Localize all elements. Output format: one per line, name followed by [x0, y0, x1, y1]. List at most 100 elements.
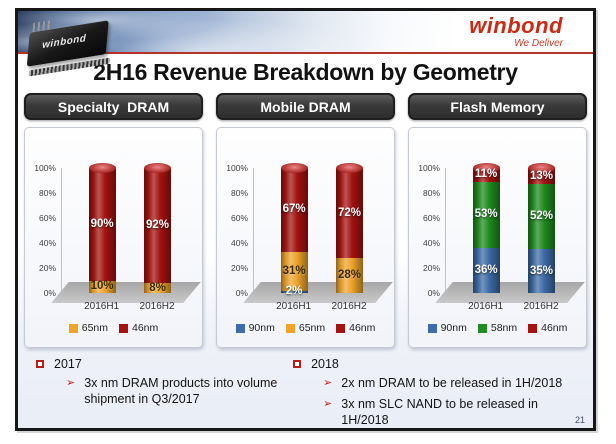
note-item-text: 3x nm SLC NAND to be released in 1H/2018 [341, 396, 538, 427]
winbond-logo: winbond [469, 13, 563, 38]
legend-swatch [427, 323, 437, 333]
segment-value-label: 2% [285, 285, 303, 297]
y-tick-label: 60% [230, 213, 248, 223]
segment-value-label: 10% [90, 280, 114, 292]
legend-label: 90nm [248, 322, 275, 334]
legend-label: 65nm [81, 322, 108, 334]
note-2017: 2017 ➢ 3x nm DRAM products into volume shi… [36, 357, 293, 408]
y-tick-label: 20% [38, 263, 56, 273]
note-2018: 2018 ➢ 2x nm DRAM to be released in 1H/201… [293, 357, 583, 428]
segment-value-label: 35% [530, 264, 554, 277]
brand-tagline: We Deliver [514, 38, 563, 49]
plot-area: 2% 31% 67% 28% 72% [243, 163, 393, 303]
chart-area: 100% 80% 60% 40% 20% 0% 36% 53% 11% 35% 52% 13% [409, 163, 586, 303]
bar-segment-58nm [472, 181, 500, 248]
y-tick-label: 100% [34, 163, 56, 173]
note-item-text: 2x nm DRAM to be released in 1H/2018 [341, 376, 563, 390]
y-tick-label: 40% [38, 238, 56, 248]
year-row: 2018 [293, 357, 583, 371]
cylinder-top [144, 163, 172, 173]
legend-item: 46nm [336, 322, 375, 334]
cylinder-top [528, 163, 556, 173]
segment-value-label: 92% [146, 218, 170, 231]
y-tick-label: 0% [43, 288, 56, 298]
segment-value-label: 36% [474, 263, 498, 276]
bar-segment-65nm [144, 283, 172, 293]
plot-area: 10% 90% 8% 92% [51, 163, 201, 303]
category-label: 2016H2 [331, 301, 367, 312]
stacked-bar-2016H1: 10% 90% [88, 163, 116, 293]
category-labels: 2016H1 2016H2 [62, 301, 194, 314]
category-label: 2016H1 [468, 301, 504, 312]
legend-swatch [235, 323, 245, 333]
legend-item: 58nm [477, 322, 518, 334]
stacked-bar-2016H2: 28% 72% [336, 163, 364, 293]
segment-value-label: 52% [530, 210, 554, 222]
plot-area: 36% 53% 11% 35% 52% 13% [435, 163, 585, 303]
note-item: ➢ 3x nm SLC NAND to be released in 1H/201… [323, 396, 583, 429]
y-tick-label: 40% [230, 238, 248, 248]
bar-segment-90nm [528, 249, 556, 293]
category-label: 2016H1 [84, 301, 120, 312]
brand-block: winbond We Deliver [469, 13, 563, 50]
legend: 90nm 65nm 46nm [217, 322, 394, 334]
y-axis: 100% 80% 60% 40% 20% 0% [217, 163, 253, 298]
arrow-bullet-icon: ➢ [323, 377, 333, 389]
legend-label: 58nm [490, 322, 518, 334]
arrow-bullet-icon: ➢ [323, 397, 333, 410]
note-year: 2018 [311, 357, 339, 371]
category-label: 2016H2 [139, 301, 175, 312]
checkbox-bullet-icon [293, 360, 302, 368]
cylinder-top [88, 163, 116, 173]
y-tick-label: 80% [422, 188, 440, 198]
legend-label: 46nm [541, 322, 568, 334]
header-banner: winbond We Deliver [18, 11, 593, 54]
stacked-bar-2016H2: 8% 92% [144, 163, 172, 293]
legend: 90nm 58nm 46nm [409, 322, 586, 334]
legend-swatch [336, 323, 346, 333]
legend: 65nm 46nm [25, 322, 202, 334]
legend-item: 46nm [528, 322, 567, 334]
note-item-text: 3x nm DRAM products into volume shipment… [84, 376, 278, 407]
note-item: ➢ 3x nm DRAM products into volume shipmen… [66, 375, 293, 408]
legend-label: 65nm [298, 322, 326, 334]
floor-3d [51, 282, 201, 303]
chart-panel: 100% 80% 60% 40% 20% 0% 36% 53% 11% 35% 52% 13% 2016… [408, 127, 587, 348]
legend-swatch [477, 323, 487, 333]
bar-segment-46nm [88, 168, 116, 281]
y-tick-label: 0% [235, 288, 248, 298]
y-axis: 100% 80% 60% 40% 20% 0% [409, 163, 445, 298]
cylinder-top [336, 163, 364, 173]
floor-3d [243, 282, 393, 303]
legend-item: 46nm [119, 322, 158, 334]
legend-label: 46nm [349, 322, 376, 334]
category-label: 2016H1 [276, 301, 312, 312]
bar-segment-65nm [336, 258, 364, 293]
cylinder-top [472, 163, 500, 173]
segment-value-label: 13% [530, 169, 554, 182]
segment-value-label: 8% [149, 281, 166, 294]
page-number: 21 [574, 415, 585, 425]
y-tick-label: 100% [418, 163, 440, 173]
checkbox-bullet-icon [36, 360, 44, 368]
legend-swatch [119, 323, 128, 333]
slide: winbond We Deliver winbond 2H16 Revenue … [15, 8, 596, 431]
bar-segment-46nm [280, 168, 308, 252]
segment-value-label: 28% [338, 268, 362, 281]
chart-panel: 100% 80% 60% 40% 20% 0% 10% 90% 8% 92% 2016H1 2016H… [24, 127, 203, 348]
bar-segment-90nm [472, 248, 500, 293]
chart-area: 100% 80% 60% 40% 20% 0% 10% 90% 8% 92% [25, 163, 202, 303]
bar-segment-65nm [88, 280, 116, 293]
y-tick-label: 80% [38, 188, 56, 198]
y-tick-label: 60% [38, 213, 56, 223]
bar-segment-58nm [528, 184, 556, 250]
chip-label: winbond [42, 32, 87, 52]
segment-value-label: 67% [282, 203, 306, 216]
legend-swatch [68, 323, 78, 333]
legend-swatch [285, 323, 295, 333]
y-tick-label: 20% [230, 263, 248, 273]
earth-image [18, 11, 593, 52]
y-axis: 100% 80% 60% 40% 20% 0% [25, 163, 61, 298]
legend-label: 90nm [440, 322, 467, 334]
